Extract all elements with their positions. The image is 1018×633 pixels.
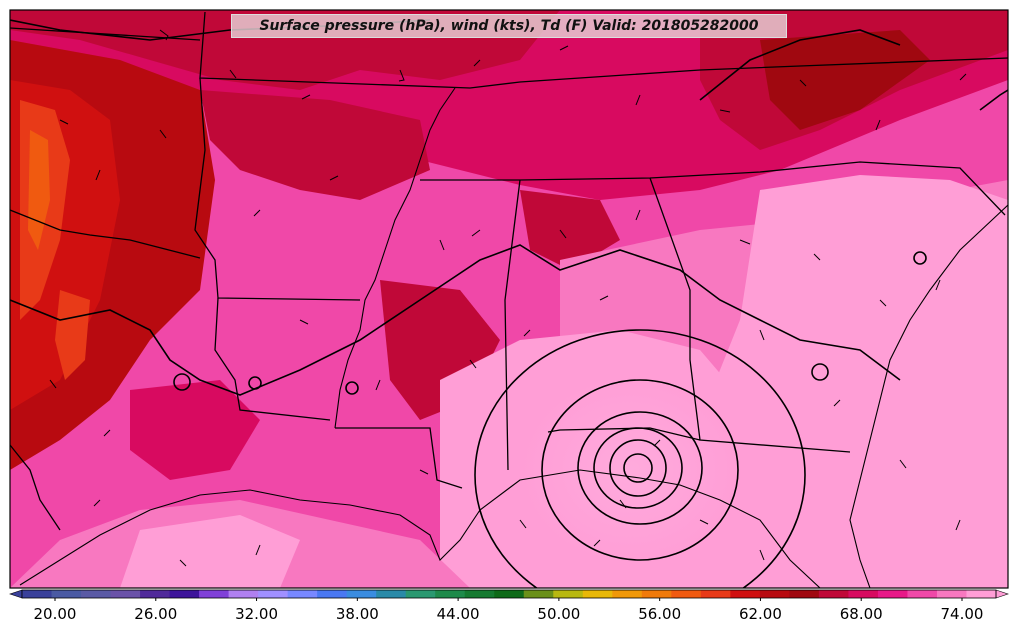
colorbar-swatch <box>818 590 849 598</box>
colorbar-swatch <box>405 590 436 598</box>
wind-barbs <box>49 29 967 567</box>
colorbar-swatch <box>494 590 525 598</box>
colorbar-swatch <box>22 590 53 598</box>
colorbar-swatch <box>848 590 879 598</box>
colorbar-swatch <box>759 590 790 598</box>
colorbar-tick-label: 20.00 <box>34 605 77 623</box>
map-frame <box>9 9 1009 589</box>
colorbar-extend-max <box>995 589 1009 599</box>
colorbar-swatch <box>81 590 112 598</box>
colorbar-swatch <box>51 590 82 598</box>
colorbar-swatch <box>376 590 407 598</box>
colorbar-swatch <box>936 590 967 598</box>
colorbar-swatch <box>907 590 938 598</box>
colorbar-swatch <box>582 590 613 598</box>
rivers-and-coastline <box>19 87 1008 588</box>
colorbar-swatch <box>317 590 348 598</box>
dewpoint-field <box>10 10 1008 588</box>
colorbar-swatch <box>435 590 466 598</box>
colorbar-tick-label: 26.00 <box>134 605 177 623</box>
colorbar-swatch <box>287 590 318 598</box>
colorbar-tick-label: 56.00 <box>638 605 681 623</box>
colorbar-swatch <box>110 590 141 598</box>
colorbar-swatch <box>228 590 259 598</box>
colorbar-swatch <box>140 590 171 598</box>
colorbar-tick-label: 62.00 <box>739 605 782 623</box>
colorbar-swatch <box>700 590 731 598</box>
colorbar-frame <box>21 589 997 599</box>
colorbar <box>9 589 1009 599</box>
colorbar-swatch <box>258 590 289 598</box>
colorbar-swatch <box>346 590 377 598</box>
map-title: Surface pressure (hPa), wind (kts), Td (… <box>231 14 787 38</box>
colorbar-tick-label: 68.00 <box>840 605 883 623</box>
colorbar-tick-label: 50.00 <box>537 605 580 623</box>
colorbar-swatch <box>199 590 230 598</box>
isobars <box>10 19 1008 588</box>
colorbar-tick-label: 74.00 <box>941 605 984 623</box>
colorbar-swatch <box>730 590 761 598</box>
colorbar-swatch <box>612 590 643 598</box>
colorbar-ticks: 20.00 26.00 32.00 38.00 44.00 50.00 56.00 62.00… <box>34 598 984 623</box>
colorbar-extend-min <box>9 589 23 599</box>
colorbar-swatch <box>966 590 997 598</box>
colorbar-swatch <box>464 590 495 598</box>
colorbar-tick-label: 44.00 <box>437 605 480 623</box>
colorbar-swatch <box>789 590 820 598</box>
colorbar-tick-label: 38.00 <box>336 605 379 623</box>
colorbar-swatch <box>523 590 554 598</box>
colorbar-swatch <box>553 590 584 598</box>
colorbar-swatch <box>671 590 702 598</box>
colorbar-swatch <box>877 590 908 598</box>
colorbar-swatch <box>169 590 200 598</box>
colorbar-swatch <box>641 590 672 598</box>
colorbar-tick-label: 32.00 <box>235 605 278 623</box>
